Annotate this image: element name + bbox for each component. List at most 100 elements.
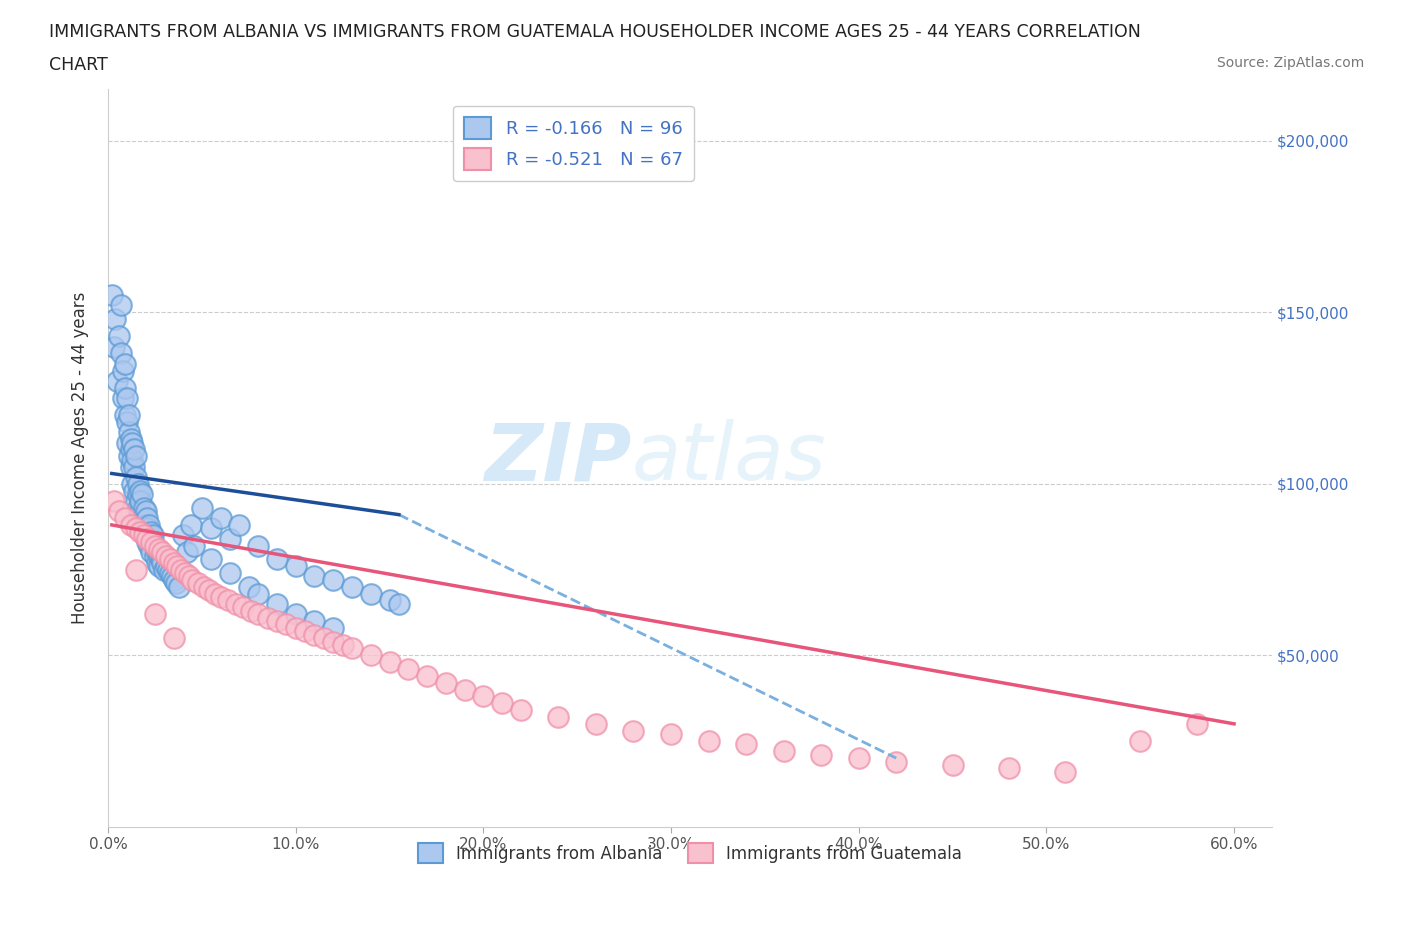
Point [1129,734,1152,749]
Point [143,538,166,553]
Point [294,624,316,639]
Point [232,600,254,615]
Point [659,726,682,741]
Point [170,562,193,577]
Point [198,582,221,597]
Point [585,716,607,731]
Point [121,452,143,467]
Point [103,339,125,354]
Point [1185,716,1208,731]
Point [416,669,439,684]
Point [122,442,145,457]
Point [128,484,150,498]
Point [125,470,148,485]
Point [697,734,720,749]
Point [176,545,198,560]
Point [219,531,242,546]
Point [266,596,288,611]
Point [810,747,832,762]
Point [143,549,166,564]
Point [155,559,177,574]
Point [115,391,138,405]
Text: Source: ZipAtlas.com: Source: ZipAtlas.com [1216,56,1364,70]
Point [284,606,307,621]
Point [204,586,226,601]
Point [209,511,232,525]
Point [228,517,250,532]
Point [322,620,344,635]
Point [396,661,419,676]
Point [141,545,163,560]
Text: IMMIGRANTS FROM ALBANIA VS IMMIGRANTS FROM GUATEMALA HOUSEHOLDER INCOME AGES 25 : IMMIGRANTS FROM ALBANIA VS IMMIGRANTS FR… [49,23,1142,41]
Point [138,517,160,532]
Y-axis label: Householder Income Ages 25 - 44 years: Householder Income Ages 25 - 44 years [72,292,89,624]
Point [143,606,166,621]
Point [128,525,150,539]
Point [131,511,153,525]
Point [110,298,132,312]
Point [131,517,153,532]
Text: ZIP: ZIP [484,419,631,497]
Point [388,596,411,611]
Point [143,538,166,553]
Point [105,374,128,389]
Point [141,535,163,550]
Point [127,500,149,515]
Point [284,559,307,574]
Point [247,606,270,621]
Point [135,517,157,532]
Point [138,538,160,553]
Text: CHART: CHART [49,56,108,73]
Point [547,710,569,724]
Point [100,287,122,302]
Point [180,517,202,532]
Point [169,579,191,594]
Point [127,476,149,491]
Point [104,312,127,326]
Point [332,637,354,652]
Point [142,535,165,550]
Point [125,449,148,464]
Point [132,500,155,515]
Point [117,407,139,422]
Point [125,521,148,536]
Point [146,555,169,570]
Point [136,531,159,546]
Point [322,572,344,587]
Point [115,435,138,450]
Point [108,329,131,344]
Point [132,527,155,542]
Point [266,551,288,566]
Point [163,555,186,570]
Point [340,579,363,594]
Point [152,555,174,570]
Point [131,486,153,501]
Point [166,559,188,574]
Point [128,494,150,509]
Point [122,484,145,498]
Point [136,521,159,536]
Point [149,551,172,566]
Point [360,586,382,601]
Point [247,586,270,601]
Point [121,435,143,450]
Point [239,604,262,618]
Point [125,562,148,577]
Point [491,696,513,711]
Point [135,504,157,519]
Point [159,565,181,580]
Point [136,535,159,550]
Point [148,559,170,574]
Point [247,538,270,553]
Point [108,504,131,519]
Point [165,576,187,591]
Point [623,724,645,738]
Point [120,459,142,474]
Point [120,442,142,457]
Point [200,551,222,566]
Point [177,569,200,584]
Point [103,494,125,509]
Point [472,689,495,704]
Point [152,545,174,560]
Point [148,541,170,556]
